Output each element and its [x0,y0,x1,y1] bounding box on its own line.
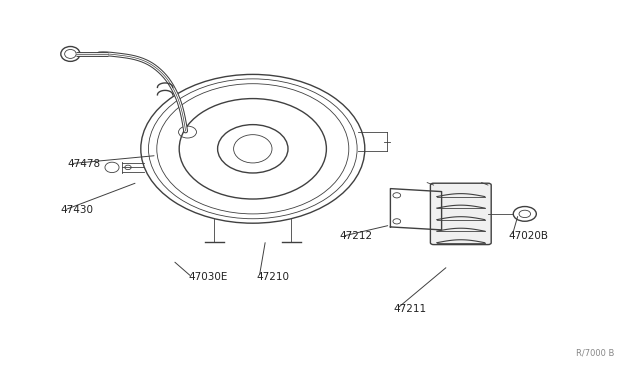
Text: 47211: 47211 [394,304,427,314]
Text: 47210: 47210 [256,272,289,282]
Text: R/7000 B: R/7000 B [576,348,614,357]
Text: 47020B: 47020B [509,231,548,241]
Text: 47030E: 47030E [189,272,228,282]
FancyBboxPatch shape [430,183,492,245]
Polygon shape [390,189,442,230]
Text: 47430: 47430 [61,205,94,215]
Text: 47478: 47478 [67,159,100,169]
Text: 47212: 47212 [339,231,372,241]
